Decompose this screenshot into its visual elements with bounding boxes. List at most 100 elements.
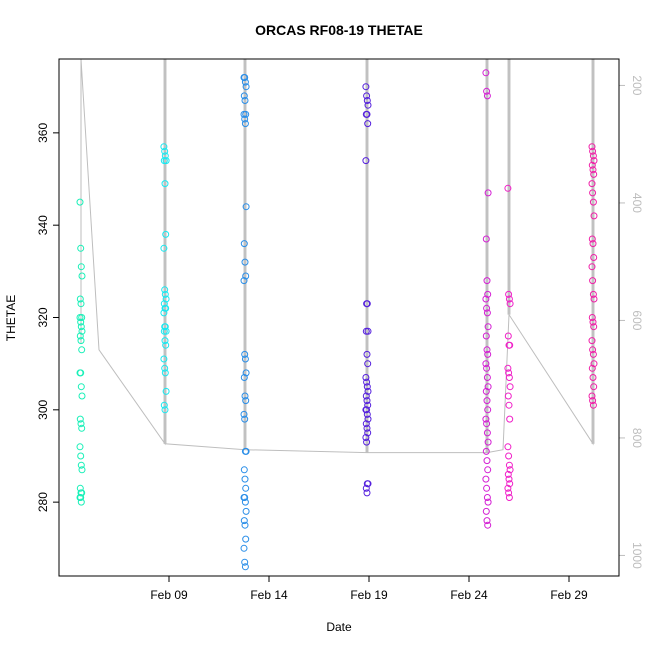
data-point [482, 295, 490, 303]
data-point [240, 110, 248, 118]
data-point [482, 332, 490, 340]
data-point [590, 295, 598, 303]
x-tick-label: Feb 14 [250, 588, 288, 602]
data-point [483, 364, 491, 372]
data-point [160, 355, 168, 363]
data-point [484, 350, 492, 358]
data-point [78, 489, 86, 497]
data-point [76, 295, 84, 303]
data-point [161, 323, 169, 331]
x-tick-label: Feb 19 [350, 588, 388, 602]
data-point [588, 364, 596, 372]
data-point [589, 397, 597, 405]
data-point [589, 166, 597, 174]
data-point [240, 92, 248, 100]
data-point [504, 392, 512, 400]
data-point [483, 420, 491, 428]
data-point [505, 489, 513, 497]
data-point [76, 332, 84, 340]
y-tick-label: 360 [36, 123, 50, 143]
data-point [589, 198, 597, 206]
data-point [506, 466, 514, 474]
data-point [363, 383, 371, 391]
data-point [77, 383, 85, 391]
data-point [482, 507, 490, 515]
data-point [240, 544, 248, 552]
data-point [77, 323, 85, 331]
data-point [483, 92, 491, 100]
data-point [505, 452, 513, 460]
data-point [161, 406, 169, 414]
y2-tick-label: 200 [630, 75, 644, 95]
data-point [483, 457, 491, 465]
data-point [482, 475, 490, 483]
data-point [484, 521, 492, 529]
data-point [242, 203, 250, 211]
pressure-trace-layer [80, 58, 595, 454]
data-point [483, 374, 491, 381]
data-point [242, 272, 250, 280]
data-point [362, 420, 370, 428]
data-point [241, 115, 249, 123]
data-point [483, 309, 491, 317]
data-point [483, 517, 491, 525]
data-point [362, 434, 370, 441]
data-point [589, 277, 597, 285]
data-point [506, 415, 514, 423]
y2-tick-label: 1000 [630, 542, 644, 569]
axes-layer: Feb 09 Feb 14 Feb 19 Feb 24 Feb 29 280 300 320 3… [36, 75, 644, 602]
data-point [77, 263, 85, 271]
data-point [504, 184, 512, 192]
data-point [505, 295, 513, 303]
data-point [78, 392, 86, 400]
data-point [588, 180, 596, 188]
pressure-trace-line [80, 58, 594, 454]
data-point [77, 300, 85, 308]
data-point [363, 92, 371, 100]
data-point [483, 277, 491, 285]
data-point [161, 147, 169, 155]
data-point [505, 374, 513, 381]
data-point [241, 494, 249, 501]
data-point [483, 304, 491, 312]
data-point [588, 392, 596, 400]
data-point [160, 300, 168, 308]
data-point [364, 429, 372, 437]
data-point [241, 78, 249, 86]
data-point [588, 314, 596, 321]
data-point [482, 447, 490, 455]
y-tick-label: 340 [36, 215, 50, 235]
data-point [241, 415, 249, 423]
data-point [506, 480, 514, 488]
data-point [590, 360, 598, 368]
data-point [363, 406, 371, 414]
data-point [160, 327, 168, 335]
y-tick-label: 300 [36, 399, 50, 419]
data-point [241, 97, 249, 104]
data-point [363, 397, 371, 405]
data-point [589, 189, 597, 197]
data-point [241, 120, 249, 128]
data-point [77, 420, 85, 428]
data-point [162, 304, 170, 312]
data-point [589, 350, 597, 358]
data-point [161, 337, 169, 345]
data-point [504, 443, 512, 451]
data-point [589, 147, 597, 155]
data-point [504, 470, 512, 478]
data-point [240, 410, 248, 418]
data-point [362, 484, 370, 492]
data-point [589, 346, 597, 354]
data-point [363, 300, 371, 308]
data-point [241, 498, 249, 506]
data-point [483, 494, 491, 501]
data-point [242, 369, 250, 377]
data-point [162, 295, 170, 303]
data-point [589, 374, 597, 381]
data-point [242, 447, 250, 455]
data-point [161, 286, 169, 294]
data-point [505, 461, 513, 469]
data-point [161, 152, 169, 160]
profile-band-4 [485, 59, 489, 453]
